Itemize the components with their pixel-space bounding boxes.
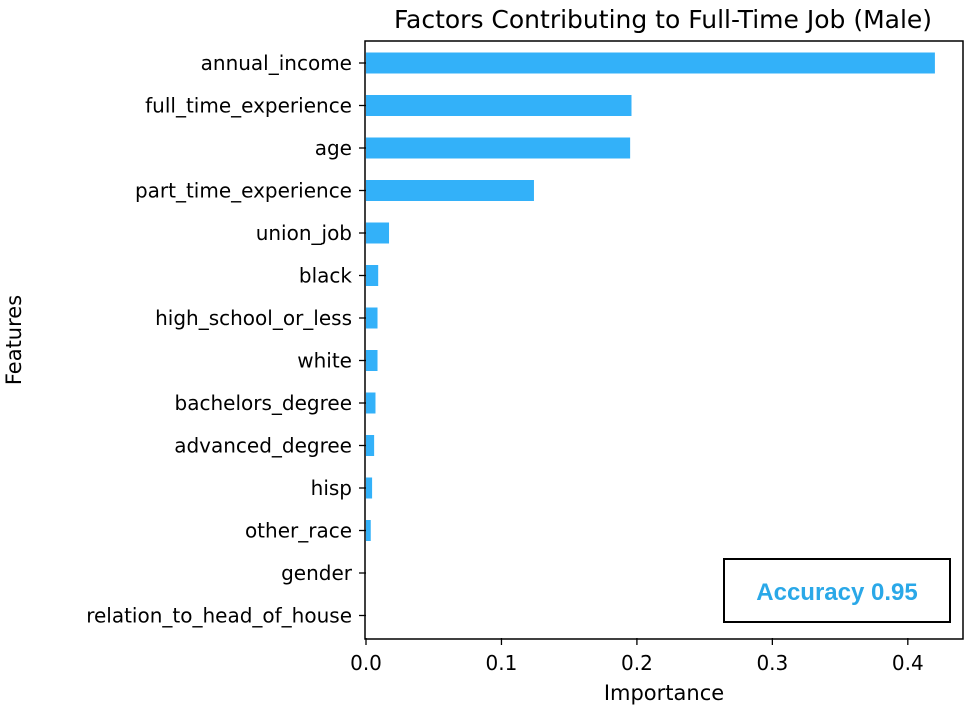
bar-annual-income bbox=[366, 52, 935, 74]
y-tick-label-other-race: other_race bbox=[245, 519, 352, 543]
bar-union-job bbox=[366, 222, 390, 244]
y-tick-label-high-school-or-less: high_school_or_less bbox=[155, 306, 352, 330]
y-tick-label-white: white bbox=[297, 349, 352, 373]
accuracy-text: Accuracy 0.95 bbox=[756, 579, 917, 606]
x-tick-labels: 0.0 0.1 0.2 0.3 0.4 bbox=[350, 638, 924, 675]
y-tick-label-relation-to-head-of-house: relation_to_head_of_house bbox=[86, 604, 352, 628]
y-tick-label-annual-income: annual_income bbox=[201, 51, 352, 75]
bar-hisp bbox=[366, 477, 373, 499]
bar-other-race bbox=[366, 520, 371, 541]
chart-title: Factors Contributing to Full-Time Job (M… bbox=[394, 5, 932, 34]
y-tick-label-part-time-experience: part_time_experience bbox=[135, 179, 352, 203]
bar-black bbox=[366, 265, 379, 286]
y-tick-label-gender: gender bbox=[281, 561, 353, 585]
bar-bachelors-degree bbox=[366, 392, 376, 414]
x-tick-label: 0.2 bbox=[621, 651, 653, 675]
y-tick-label-black: black bbox=[299, 264, 353, 288]
plot-frame bbox=[364, 40, 964, 640]
y-tick-label-advanced-degree: advanced_degree bbox=[174, 434, 352, 458]
bar-advanced-degree bbox=[366, 435, 375, 456]
y-axis-label: Features bbox=[2, 295, 26, 385]
y-tick-label-full-time-experience: full_time_experience bbox=[145, 94, 352, 118]
accuracy-annotation: Accuracy 0.95 bbox=[723, 558, 951, 623]
y-tick-label-hisp: hisp bbox=[311, 476, 352, 500]
bar-age bbox=[366, 137, 631, 159]
x-tick-label: 0.0 bbox=[350, 651, 382, 675]
x-axis-label: Importance bbox=[604, 681, 724, 705]
bar-high-school-or-less bbox=[366, 307, 378, 329]
x-tick-label: 0.4 bbox=[892, 651, 924, 675]
bar-part-time-experience bbox=[366, 180, 534, 201]
accuracy-box bbox=[723, 558, 951, 623]
bar-full-time-experience bbox=[366, 95, 632, 116]
x-tick-label: 0.3 bbox=[756, 651, 788, 675]
y-tick-label-bachelors-degree: bachelors_degree bbox=[175, 391, 352, 415]
y-tick-label-union-job: union_job bbox=[256, 221, 352, 245]
y-tick-label-age: age bbox=[315, 136, 352, 160]
bars-group bbox=[366, 52, 935, 541]
x-tick-label: 0.1 bbox=[486, 651, 518, 675]
bar-white bbox=[366, 350, 378, 371]
